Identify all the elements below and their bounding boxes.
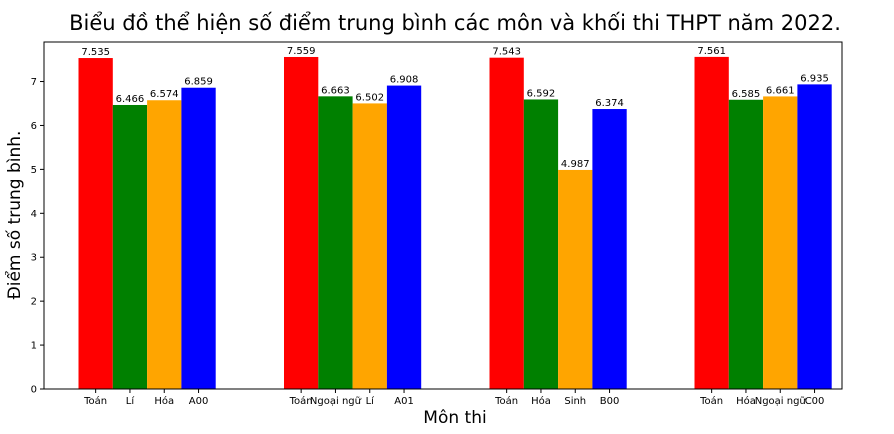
chart-title: Biểu đồ thể hiện số điểm trung bình các … bbox=[69, 11, 841, 35]
x-tick-label: A01 bbox=[394, 396, 414, 407]
bar bbox=[181, 87, 216, 389]
x-tick-label: B00 bbox=[600, 396, 620, 407]
bar bbox=[284, 56, 319, 390]
plot-frame bbox=[43, 41, 843, 390]
bar bbox=[763, 96, 798, 389]
x-tick-label: C00 bbox=[805, 396, 825, 407]
x-tick-label: Hóa bbox=[736, 395, 756, 407]
bar-value-label: 6.574 bbox=[150, 89, 179, 100]
y-axis-label: Điểm số trung bình. bbox=[4, 131, 25, 300]
x-tick-label: Lí bbox=[126, 395, 136, 407]
y-tick-label: 6 bbox=[31, 121, 37, 132]
y-tick-label: 2 bbox=[31, 297, 37, 308]
bar bbox=[352, 103, 387, 389]
bar-value-label: 7.543 bbox=[492, 47, 521, 58]
y-tick-label: 4 bbox=[31, 209, 37, 220]
y-tick-label: 1 bbox=[31, 341, 37, 352]
bar-value-label: 6.585 bbox=[732, 89, 761, 100]
bar bbox=[112, 104, 148, 389]
x-tick-label: Ngoại ngữ bbox=[755, 396, 807, 407]
bar-value-label: 4.987 bbox=[561, 159, 590, 170]
bar-value-label: 6.592 bbox=[527, 88, 556, 99]
bar bbox=[592, 109, 627, 389]
bar bbox=[523, 99, 559, 389]
bar bbox=[797, 84, 832, 389]
x-tick-label: Hóa bbox=[154, 395, 174, 407]
x-tick-label: Hóa bbox=[531, 395, 551, 407]
bar-value-label: 6.908 bbox=[390, 75, 419, 86]
bar-group: 7.561 6.585 6.661 6.935 bbox=[694, 46, 832, 389]
bar-value-label: 7.561 bbox=[697, 46, 726, 57]
bar bbox=[147, 100, 182, 390]
bar-value-label: 6.859 bbox=[184, 77, 213, 88]
bar bbox=[78, 58, 113, 389]
bar-value-label: 6.661 bbox=[766, 85, 795, 96]
bar bbox=[558, 169, 593, 389]
bar-value-label: 7.535 bbox=[81, 47, 110, 58]
bar-group: 7.559 6.663 6.502 6.908 bbox=[284, 46, 422, 390]
bar bbox=[318, 96, 353, 390]
x-tick-label: Toán bbox=[699, 395, 723, 407]
bar-group: 7.543 6.592 4.987 6.374 bbox=[489, 47, 627, 390]
x-tick-label: Ngoại ngữ bbox=[310, 396, 362, 407]
bar bbox=[489, 57, 524, 390]
x-axis-label: Môn thi bbox=[423, 408, 486, 428]
bar-value-label: 6.935 bbox=[800, 73, 829, 84]
bars-layer: 7.535 6.466 6.574 6.859 7.559 6.663 6.502 6.908… bbox=[78, 46, 832, 390]
bar-value-label: 6.663 bbox=[321, 85, 350, 96]
x-tick-label: Sinh bbox=[564, 396, 586, 407]
y-tick-label: 0 bbox=[31, 385, 37, 396]
x-tick-label: Lí bbox=[366, 395, 376, 407]
x-tick-label: Toán bbox=[494, 395, 518, 407]
y-tick-label: 3 bbox=[31, 253, 37, 264]
bar bbox=[694, 56, 729, 389]
bar bbox=[386, 85, 422, 389]
bar-value-label: 6.466 bbox=[116, 94, 145, 105]
bar-group: 7.535 6.466 6.574 6.859 bbox=[78, 47, 216, 390]
x-tick-label: A00 bbox=[189, 396, 209, 407]
x-tick-label: Toán bbox=[289, 395, 313, 407]
bar-value-label: 6.502 bbox=[355, 92, 384, 103]
bar-value-label: 7.559 bbox=[287, 46, 316, 57]
y-tick-label: 7 bbox=[31, 77, 37, 88]
x-tick-label: Toán bbox=[83, 395, 107, 407]
bar bbox=[728, 99, 764, 389]
bar-value-label: 6.374 bbox=[595, 98, 624, 109]
y-tick-label: 5 bbox=[31, 165, 37, 176]
